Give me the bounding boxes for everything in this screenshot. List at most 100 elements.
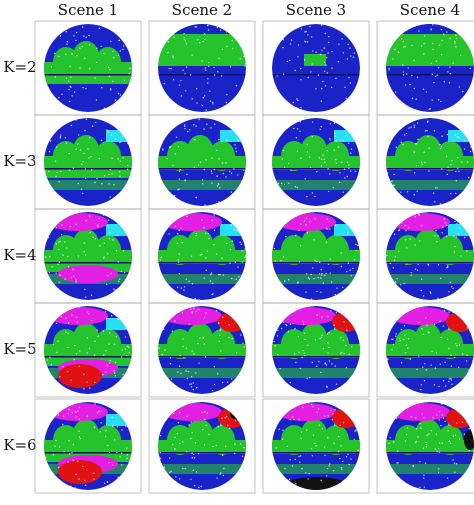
cluster-region <box>434 367 437 369</box>
cluster-region <box>203 95 206 97</box>
cluster-region <box>350 55 352 57</box>
cluster-region <box>342 191 345 193</box>
cluster-region <box>423 151 425 153</box>
cluster-region <box>391 349 393 351</box>
cluster-region <box>235 84 238 87</box>
cluster-region <box>71 53 73 55</box>
cluster-region <box>438 451 441 453</box>
cluster-region <box>234 419 236 421</box>
cluster-region <box>55 243 57 245</box>
cluster-region <box>395 335 397 337</box>
cluster-region <box>226 139 228 142</box>
cluster-region <box>323 47 325 49</box>
cluster-region <box>286 445 288 448</box>
cluster-region <box>311 454 314 457</box>
cluster-region <box>345 97 347 100</box>
cluster-region <box>173 195 176 197</box>
cluster-region <box>342 460 344 463</box>
cluster-region <box>233 229 235 231</box>
cluster-region <box>84 296 87 298</box>
cluster-region <box>425 369 427 371</box>
cluster-region <box>59 274 61 276</box>
cluster-region <box>430 292 432 294</box>
cluster-region <box>72 443 74 446</box>
cluster-region <box>342 421 345 424</box>
cluster-region <box>435 352 438 354</box>
cluster-region <box>339 457 341 460</box>
cluster-region <box>78 306 80 309</box>
cluster-region <box>203 168 206 171</box>
cluster-region <box>316 171 318 173</box>
cluster-region <box>188 424 190 426</box>
cluster-region <box>218 57 220 60</box>
cluster-region <box>83 388 85 390</box>
cluster-region <box>334 158 337 161</box>
cluster-region <box>201 104 204 107</box>
cluster-region <box>186 131 189 133</box>
cluster-region <box>290 39 293 41</box>
cluster-region <box>435 229 437 232</box>
cluster-region <box>195 125 197 127</box>
cluster-region <box>440 53 443 56</box>
cluster-region <box>304 354 306 357</box>
cluster-region <box>202 428 204 431</box>
cluster-region <box>106 253 109 255</box>
cluster-region <box>328 465 330 467</box>
cluster-region <box>55 322 58 325</box>
cluster-region <box>184 357 186 359</box>
cluster-region <box>51 266 53 268</box>
cluster-region <box>88 136 91 139</box>
cluster-region <box>406 247 408 249</box>
cluster-region <box>237 266 239 268</box>
cluster-region <box>470 146 472 148</box>
cluster-region <box>62 254 64 256</box>
cluster-region <box>86 352 88 354</box>
cluster-region <box>447 71 449 73</box>
cluster-region <box>435 414 438 416</box>
cluster-region <box>122 250 125 252</box>
cluster-region <box>240 334 242 336</box>
cluster-region <box>121 429 123 431</box>
cluster-region <box>113 57 115 59</box>
cluster-region <box>441 168 443 170</box>
cluster-region <box>329 137 331 140</box>
cluster-region <box>209 100 212 102</box>
cluster-region <box>325 364 328 366</box>
cluster-region <box>296 186 299 189</box>
cluster-region <box>325 241 328 243</box>
cluster-region <box>106 130 132 142</box>
cluster-region <box>445 224 448 227</box>
cluster-region <box>449 192 452 195</box>
cluster-region <box>182 338 184 340</box>
cluster-region <box>342 139 345 142</box>
cluster-region <box>119 50 122 52</box>
cluster-region <box>451 383 453 386</box>
cluster-region <box>298 418 300 421</box>
cluster-region <box>109 89 112 91</box>
cluster-region <box>212 293 214 295</box>
cluster-region <box>434 448 437 450</box>
cluster-region <box>83 373 85 376</box>
cluster-region <box>76 321 79 324</box>
cluster-region <box>425 446 428 448</box>
cluster-region <box>212 445 214 448</box>
cluster-region <box>96 412 99 414</box>
cluster-region <box>323 61 326 64</box>
cluster-region <box>455 170 457 173</box>
cluster-region <box>104 435 107 438</box>
cluster-region <box>282 73 285 75</box>
cluster-region <box>293 418 295 421</box>
cluster-region <box>189 129 191 131</box>
cluster-region <box>219 334 221 336</box>
cluster-region <box>274 260 277 262</box>
cluster-region <box>413 59 415 62</box>
cluster-region <box>211 219 213 222</box>
cluster-region <box>215 444 218 447</box>
cluster-region <box>75 119 77 121</box>
cluster-region <box>213 66 215 69</box>
cluster-region <box>93 478 95 480</box>
cluster-region <box>205 269 208 272</box>
cluster-region <box>306 151 309 153</box>
cluster-region <box>405 132 408 135</box>
cluster-region <box>203 317 206 319</box>
